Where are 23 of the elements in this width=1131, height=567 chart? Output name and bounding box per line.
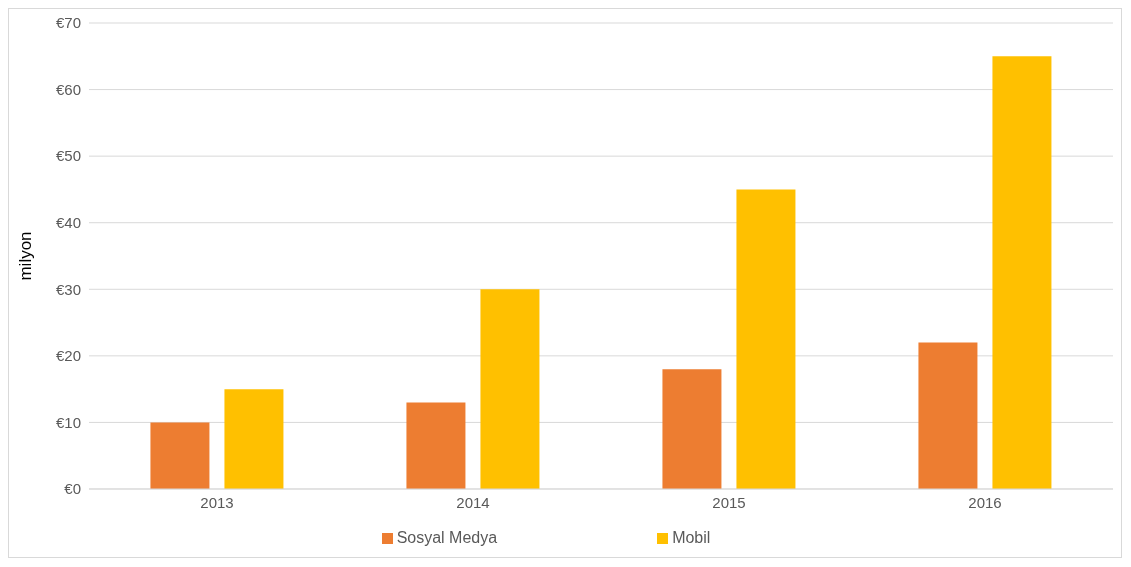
bar [736, 189, 796, 489]
y-axis-title: milyon [16, 231, 36, 281]
x-tick-label: 2013 [200, 493, 234, 511]
bar [150, 422, 210, 489]
y-tick-label: €30 [55, 280, 81, 298]
y-tick-label: €50 [55, 147, 81, 165]
legend-label: Sosyal Medya [396, 529, 498, 546]
bar [406, 402, 466, 489]
x-tick-label: 2015 [712, 493, 746, 511]
bar [992, 56, 1052, 489]
bar [918, 342, 978, 489]
legend-label: Mobil [672, 529, 711, 546]
y-tick-label: €10 [55, 413, 81, 431]
bar [224, 389, 284, 489]
y-tick-label: €70 [55, 14, 81, 32]
y-tick-label: €40 [55, 214, 81, 232]
bar [480, 289, 540, 489]
y-tick-label: €60 [55, 80, 81, 98]
y-tick-label: €20 [55, 347, 81, 365]
bar [662, 369, 722, 489]
y-tick-label: €0 [64, 480, 81, 498]
x-tick-label: 2016 [968, 493, 1002, 511]
x-tick-label: 2014 [456, 493, 490, 511]
